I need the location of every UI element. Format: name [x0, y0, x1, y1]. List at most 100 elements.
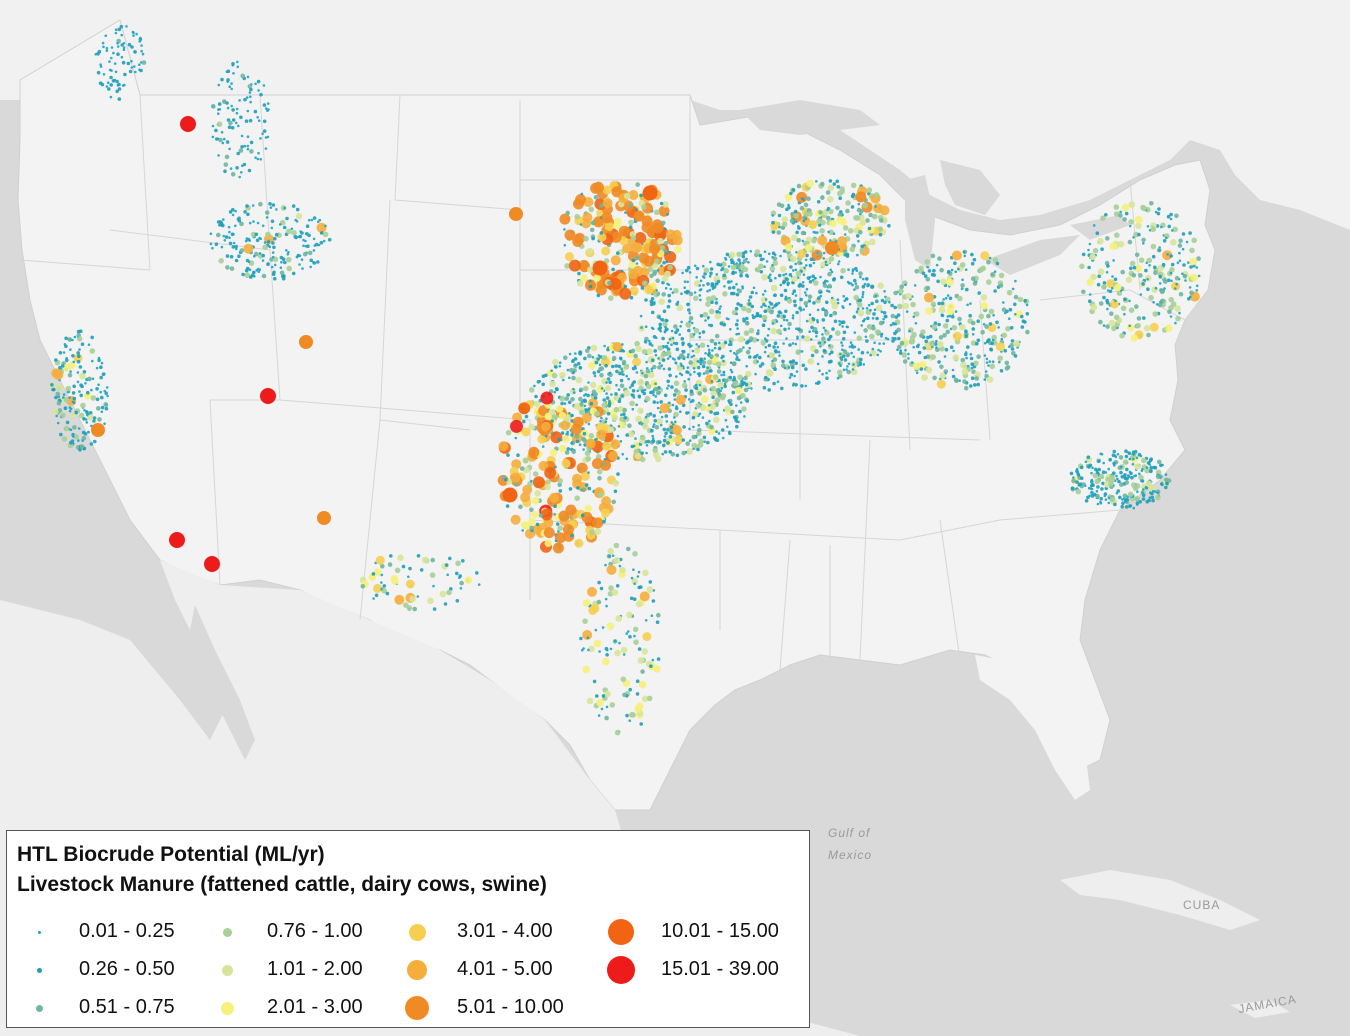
site-dot: [789, 255, 797, 263]
site-dot: [843, 358, 848, 362]
site-dot: [1124, 454, 1129, 459]
site-dot: [1181, 232, 1186, 236]
site-dot: [771, 220, 775, 225]
site-dot: [1123, 312, 1126, 316]
site-dot: [706, 359, 713, 366]
site-dot: [237, 254, 241, 258]
site-dot: [1145, 480, 1153, 488]
site-dot: [814, 330, 819, 335]
site-dot: [914, 322, 918, 325]
site-dot: [684, 388, 688, 392]
site-dot: [682, 357, 686, 361]
site-dot: [1100, 215, 1106, 221]
site-dot: [380, 564, 385, 569]
site-dot: [262, 119, 267, 124]
site-dot: [954, 378, 959, 384]
site-dot: [896, 327, 901, 333]
site-dot: [256, 116, 260, 119]
site-dot: [1127, 239, 1133, 245]
site-dot: [630, 576, 634, 580]
site-dot: [862, 202, 869, 209]
site-dot: [827, 337, 831, 342]
site-dot: [53, 369, 64, 380]
site-dot: [820, 195, 825, 200]
site-dot: [1079, 476, 1084, 481]
site-dot: [646, 586, 654, 593]
site-dot: [945, 318, 950, 323]
site-dot: [586, 636, 590, 639]
site-dot: [1127, 451, 1130, 454]
site-dot: [100, 410, 104, 414]
site-dot: [1151, 286, 1158, 293]
site-dot: [666, 379, 670, 384]
site-dot: [923, 355, 928, 360]
site-dot: [228, 241, 233, 246]
site-dot: [115, 79, 119, 84]
site-dot: [959, 323, 966, 331]
site-dot: [894, 322, 897, 326]
site-dot: [795, 349, 801, 356]
site-dot: [675, 328, 680, 332]
site-dot: [645, 444, 649, 447]
site-dot: [882, 317, 885, 321]
site-dot: [668, 373, 672, 378]
site-dot: [300, 231, 304, 235]
site-dot: [932, 273, 936, 277]
site-dot: [380, 581, 383, 584]
site-dot: [618, 564, 622, 568]
site-dot: [619, 378, 624, 383]
site-dot: [327, 237, 332, 242]
site-dot: [592, 371, 597, 375]
site-dot: [1086, 455, 1091, 460]
site-dot: [394, 567, 401, 574]
site-dot: [685, 411, 689, 415]
site-dot: [991, 338, 995, 342]
site-dot: [960, 362, 967, 369]
site-dot: [588, 432, 595, 439]
site-dot: [609, 647, 613, 651]
site-dot: [639, 434, 646, 441]
site-dot: [254, 82, 257, 86]
site-dot: [1096, 485, 1100, 489]
site-dot: [246, 135, 250, 138]
site-dot: [1187, 297, 1191, 301]
site-dot: [83, 409, 86, 412]
site-dot: [1124, 211, 1129, 216]
site-dot: [261, 273, 267, 279]
site-dot: [734, 271, 738, 274]
site-dot: [512, 412, 523, 423]
site-dot: [737, 288, 742, 294]
site-dot: [964, 334, 968, 339]
site-dot: [279, 266, 283, 270]
site-dot: [933, 342, 938, 346]
site-dot: [583, 385, 589, 392]
site-dot: [862, 277, 865, 281]
site-dot: [640, 669, 645, 674]
site-dot: [635, 345, 642, 353]
site-dot: [1005, 325, 1011, 332]
site-dot: [650, 367, 654, 371]
site-dot: [797, 249, 807, 259]
site-dot: [381, 588, 388, 594]
site-dot: [773, 349, 778, 353]
site-dot: [710, 379, 714, 383]
site-dot: [983, 378, 987, 381]
site-dot: [1001, 307, 1007, 313]
site-dot: [1159, 289, 1165, 295]
site-dot: [954, 270, 957, 274]
site-dot: [962, 379, 967, 384]
site-dot: [549, 380, 556, 388]
site-dot: [711, 349, 714, 352]
site-dot: [549, 492, 560, 503]
site-dot: [596, 698, 604, 707]
site-dot-large: [299, 335, 313, 349]
site-dot: [661, 336, 665, 341]
site-dot: [591, 458, 603, 470]
site-dot: [624, 211, 627, 214]
site-dot: [652, 301, 656, 306]
site-dot: [576, 486, 580, 490]
site-dot: [728, 431, 732, 436]
site-dot: [544, 373, 548, 378]
site-dot: [78, 365, 83, 369]
site-dot: [975, 341, 979, 346]
